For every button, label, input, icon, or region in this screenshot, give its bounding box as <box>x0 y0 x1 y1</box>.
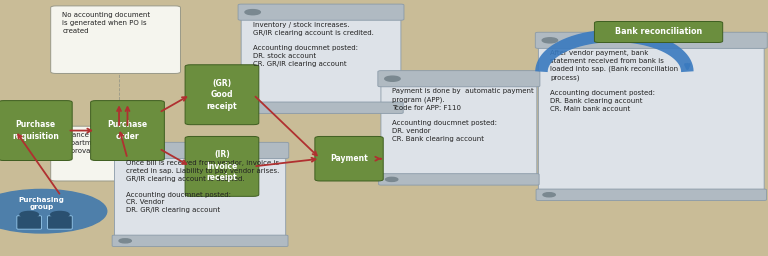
Text: Inventory / stock increases.
GR/IR clearing account is credited.

Accounting dou: Inventory / stock increases. GR/IR clear… <box>253 22 373 67</box>
FancyBboxPatch shape <box>241 18 401 106</box>
FancyBboxPatch shape <box>538 46 764 194</box>
Circle shape <box>246 106 258 110</box>
Text: No accounting document
is generated when PO is
created: No accounting document is generated when… <box>62 12 151 34</box>
FancyBboxPatch shape <box>379 174 539 185</box>
Circle shape <box>20 211 38 218</box>
Circle shape <box>51 211 69 218</box>
Circle shape <box>542 38 558 43</box>
FancyBboxPatch shape <box>91 101 164 161</box>
Text: Purchase
requisition: Purchase requisition <box>12 120 59 141</box>
FancyBboxPatch shape <box>238 4 404 20</box>
Circle shape <box>385 76 400 81</box>
Circle shape <box>0 189 107 233</box>
FancyBboxPatch shape <box>114 156 286 240</box>
FancyBboxPatch shape <box>535 32 767 48</box>
Circle shape <box>119 239 131 243</box>
FancyBboxPatch shape <box>111 142 289 158</box>
Text: Payment: Payment <box>330 154 368 163</box>
Text: Once bill is received from vendor, invoice is
creted in sap. Liability to pay ve: Once bill is received from vendor, invoi… <box>126 160 280 214</box>
Text: Purchasing
group: Purchasing group <box>18 197 65 210</box>
Circle shape <box>245 9 260 15</box>
FancyBboxPatch shape <box>185 136 259 196</box>
Text: Bank reconciliation: Bank reconciliation <box>615 27 702 37</box>
Text: Finance
departmnet
approval: Finance departmnet approval <box>62 132 104 154</box>
FancyBboxPatch shape <box>0 101 72 161</box>
Text: (IR)
Invoice
receipt: (IR) Invoice receipt <box>207 151 237 182</box>
Circle shape <box>543 193 555 197</box>
FancyBboxPatch shape <box>51 126 150 181</box>
Circle shape <box>118 148 134 153</box>
Text: Purchase
order: Purchase order <box>108 120 147 141</box>
Text: After vendor payment, bank
statement received from bank is
loaded into sap. (Ban: After vendor payment, bank statement rec… <box>550 50 678 112</box>
FancyBboxPatch shape <box>51 6 180 73</box>
FancyBboxPatch shape <box>112 235 288 247</box>
FancyBboxPatch shape <box>239 102 403 113</box>
FancyBboxPatch shape <box>381 85 537 178</box>
FancyBboxPatch shape <box>315 136 383 181</box>
FancyBboxPatch shape <box>536 189 766 200</box>
Text: Payment is done by  automatic payment
program (APP).
Tcode for APP: F110

Accoun: Payment is done by automatic payment pro… <box>392 88 535 142</box>
Circle shape <box>386 177 398 182</box>
FancyBboxPatch shape <box>48 216 72 229</box>
FancyBboxPatch shape <box>594 22 723 42</box>
FancyBboxPatch shape <box>17 216 41 229</box>
Text: (GR)
Good
receipt: (GR) Good receipt <box>207 79 237 111</box>
FancyBboxPatch shape <box>185 65 259 125</box>
FancyBboxPatch shape <box>378 71 540 87</box>
